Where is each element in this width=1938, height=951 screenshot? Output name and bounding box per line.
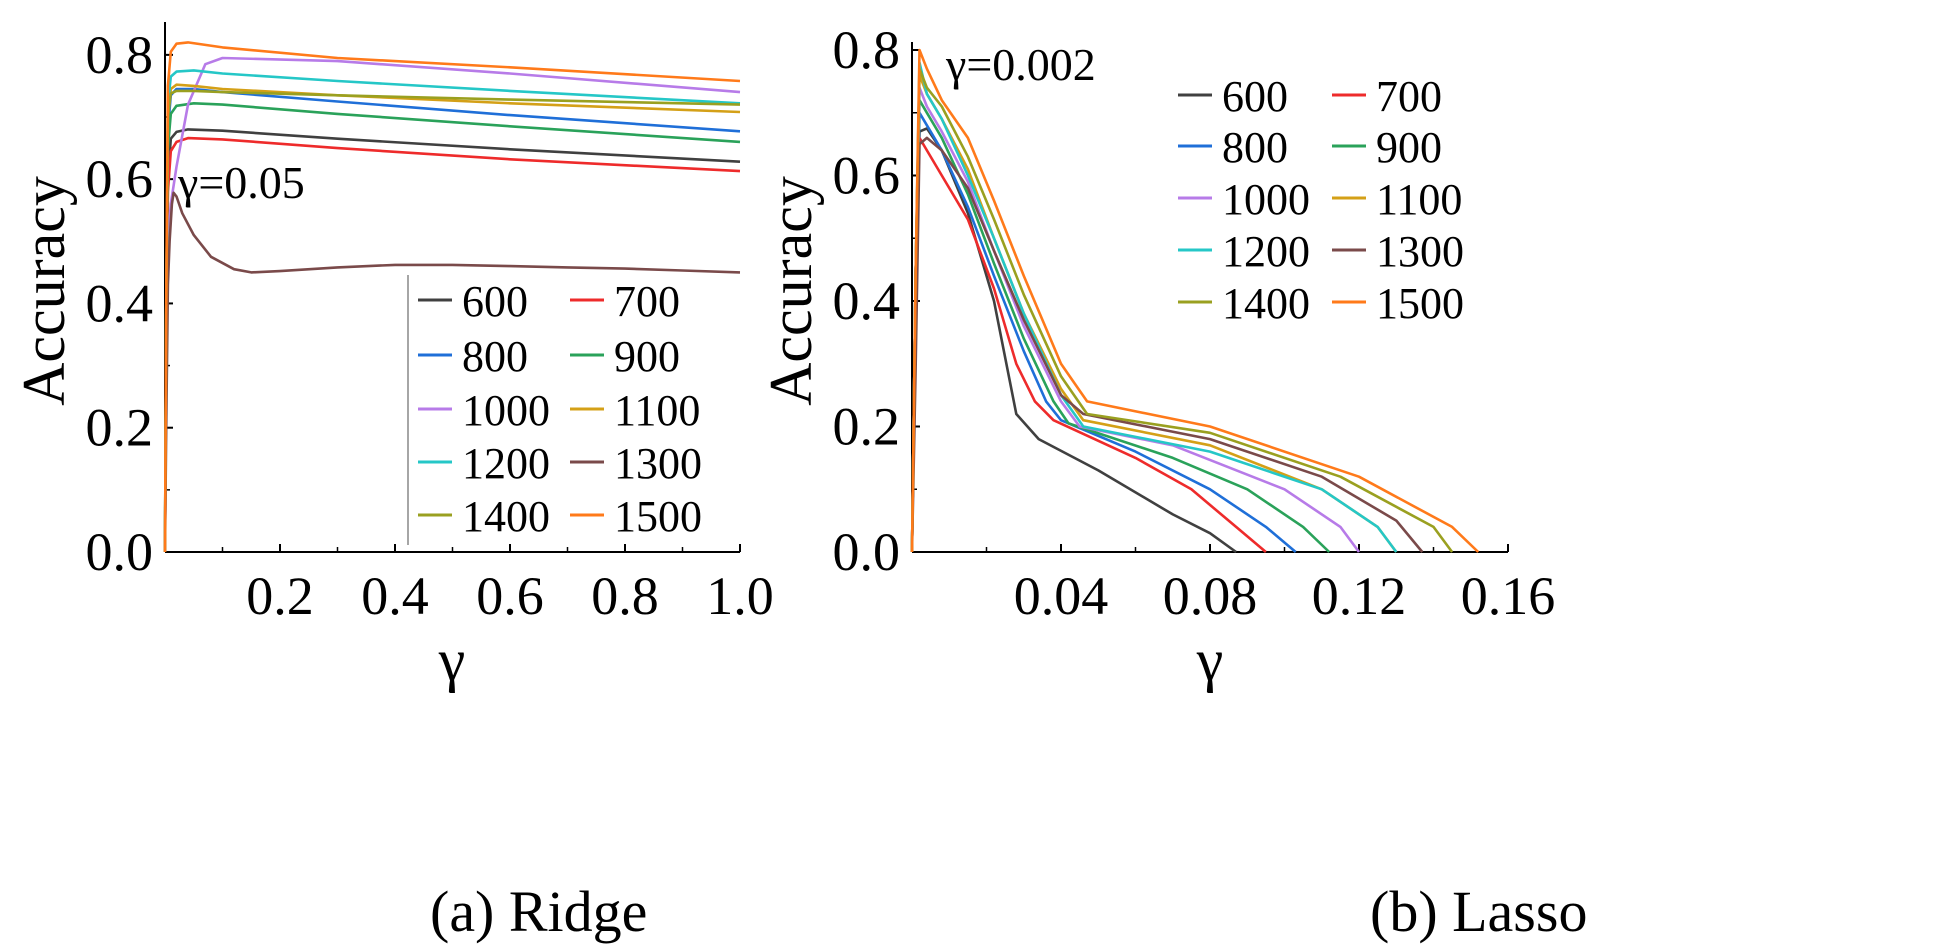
- panel1-x-axis-label: γ: [1196, 627, 1224, 693]
- panel0-legend-label-900: 900: [614, 332, 680, 381]
- panel1-series-line-900: [910, 98, 1331, 553]
- panel1-legend-label-1300: 1300: [1376, 227, 1464, 276]
- panel1-x-tick-label: 0.16: [1461, 566, 1556, 626]
- panel1-series-line-1300: [910, 136, 1424, 553]
- panel1-legend-label-800: 800: [1222, 123, 1288, 172]
- panel0-y-tick-label: 0.2: [86, 398, 154, 458]
- panel0-legend-label-1200: 1200: [462, 439, 550, 488]
- panel0-legend-label-600: 600: [462, 277, 528, 326]
- panel1-legend-label-1200: 1200: [1222, 227, 1310, 276]
- panel1-series-line-1100: [910, 73, 1398, 553]
- panel0-legend-label-700: 700: [614, 277, 680, 326]
- panel0-y-tick-label: 0.6: [86, 149, 154, 209]
- panel0-annotation: γ=0.05: [177, 157, 305, 208]
- panel0-x-axis-label: γ: [438, 627, 466, 693]
- panel0-y-tick-label: 0.4: [86, 273, 154, 333]
- panel1-x-tick-label: 0.12: [1312, 566, 1407, 626]
- panel1-series-line-1200: [910, 61, 1398, 553]
- caption-a: (a) Ridge: [430, 879, 648, 944]
- panel1-x-tick-label: 0.08: [1163, 566, 1258, 626]
- panel1-y-tick-label: 0.2: [833, 397, 901, 457]
- panel1-series-line-1500: [910, 48, 1480, 553]
- panel0-legend-label-1100: 1100: [614, 386, 700, 435]
- panel0-y-tick-label: 0.0: [86, 522, 154, 582]
- panel1-y-tick-label: 0.0: [833, 522, 901, 582]
- panel1-legend-label-1100: 1100: [1376, 175, 1462, 224]
- panel0-series-line-1500: [163, 41, 741, 553]
- panel0-series-line-1300: [163, 191, 741, 553]
- panel0-x-tick-label: 0.4: [361, 566, 429, 626]
- panel1-series-line-700: [910, 136, 1267, 553]
- panel1-series-line-800: [910, 111, 1297, 553]
- caption-b: (b) Lasso: [1370, 879, 1588, 944]
- panel0-x-tick-label: 1.0: [706, 566, 774, 626]
- panel0-legend-label-800: 800: [462, 332, 528, 381]
- panel0-legend-label-1000: 1000: [462, 386, 550, 435]
- panel1-y-axis-label: Accuracy: [758, 176, 824, 406]
- panel1-legend-label-900: 900: [1376, 123, 1442, 172]
- panel1-series-line-1400: [910, 67, 1454, 553]
- panel1-legend-label-600: 600: [1222, 72, 1288, 121]
- panel1-y-tick-label: 0.4: [833, 271, 901, 331]
- panel0-x-tick-label: 0.2: [246, 566, 314, 626]
- panel0-y-tick-label: 0.8: [86, 25, 154, 85]
- panel0-y-axis-label: Accuracy: [11, 176, 77, 406]
- panel1-legend-label-700: 700: [1376, 72, 1442, 121]
- panel0-x-tick-label: 0.6: [476, 566, 544, 626]
- panel1-legend-label-1400: 1400: [1222, 279, 1310, 328]
- panel1-y-tick-label: 0.8: [833, 20, 901, 80]
- panel1-x-tick-label: 0.04: [1014, 566, 1109, 626]
- panel0-x-tick-label: 0.8: [591, 566, 659, 626]
- panel0-legend-label-1400: 1400: [462, 492, 550, 541]
- panel1-legend-label-1000: 1000: [1222, 175, 1310, 224]
- panel1-annotation: γ=0.002: [945, 39, 1096, 90]
- panel0-legend-label-1500: 1500: [614, 492, 702, 541]
- panel0-legend-label-1300: 1300: [614, 439, 702, 488]
- panel1-y-tick-label: 0.6: [833, 146, 901, 206]
- panel1-legend-label-1500: 1500: [1376, 279, 1464, 328]
